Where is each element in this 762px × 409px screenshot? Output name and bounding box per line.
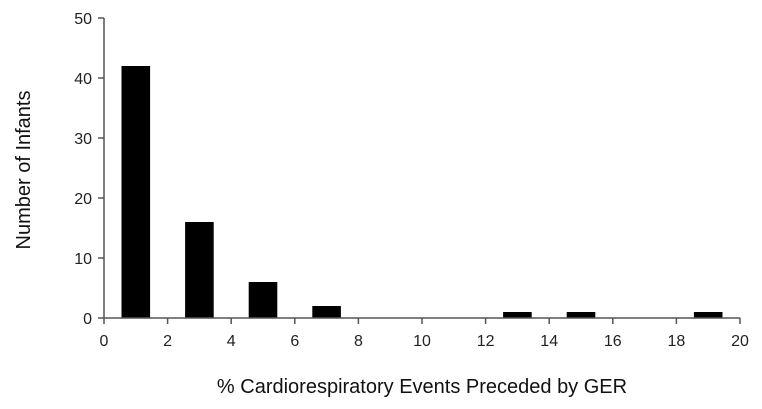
y-tick-label: 20 xyxy=(74,191,92,208)
x-tick-label: 0 xyxy=(100,333,109,350)
bar-3 xyxy=(312,306,341,318)
x-tick-label: 4 xyxy=(227,333,236,350)
x-ticks-group: 0 2 4 6 8 10 12 14 16 18 20 xyxy=(100,318,749,350)
x-tick-label: 18 xyxy=(668,333,686,350)
x-axis-title: % Cardiorespiratory Events Preceded by G… xyxy=(217,376,627,398)
bar-2 xyxy=(248,282,278,318)
x-tick-label: 10 xyxy=(413,333,431,350)
x-tick-label: 6 xyxy=(290,333,299,350)
bar-1 xyxy=(185,222,214,318)
y-tick-label: 40 xyxy=(74,71,92,88)
bar-4 xyxy=(503,312,532,318)
x-tick-label: 20 xyxy=(731,333,749,350)
x-tick-label: 12 xyxy=(477,333,495,350)
y-tick-label: 0 xyxy=(83,311,92,328)
x-tick-label: 8 xyxy=(354,333,363,350)
bar-5 xyxy=(566,312,596,318)
x-tick-label: 2 xyxy=(163,333,172,350)
y-ticks-group: 0 10 20 30 40 50 xyxy=(74,11,104,328)
x-tick-label: 16 xyxy=(604,333,622,350)
y-axis-title: Number of Infants xyxy=(13,91,35,250)
bar-0 xyxy=(121,66,151,318)
y-tick-label: 10 xyxy=(74,251,92,268)
y-tick-label: 30 xyxy=(74,131,92,148)
bar-6 xyxy=(693,312,723,318)
x-tick-label: 14 xyxy=(540,333,558,350)
y-tick-label: 50 xyxy=(74,11,92,28)
bars-group xyxy=(121,66,723,318)
